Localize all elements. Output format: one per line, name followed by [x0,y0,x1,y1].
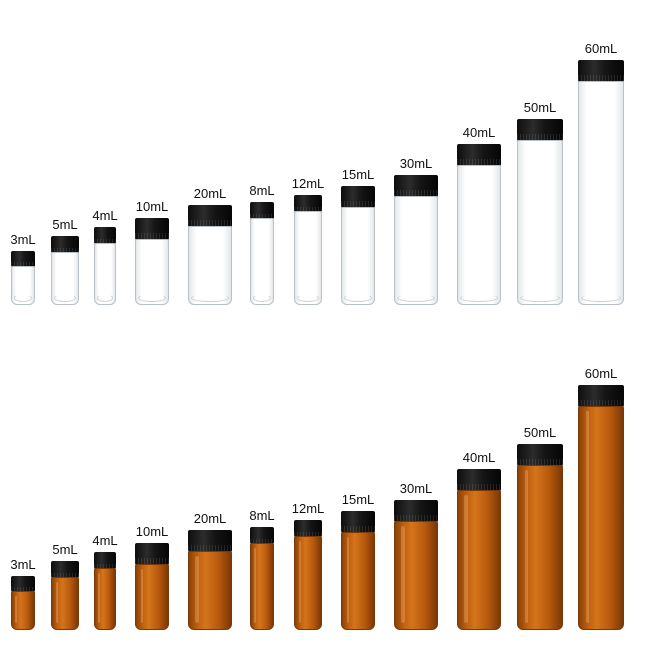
vial-amber: 12mL [292,502,324,630]
vial-amber: 15mL [341,493,375,630]
capacity-label: 15mL [341,492,375,507]
vial-cap [341,186,375,208]
vial-amber: 3mL [10,558,36,630]
capacity-label: 40mL [462,125,496,140]
vial-glass-body [394,521,438,630]
vial-clear: 60mL [578,42,624,305]
vial-glass-body [578,406,624,630]
vial-cap [341,511,375,533]
vial-clear: 8mL [249,184,275,305]
vial-amber: 60mL [578,367,624,630]
vial-cap [294,520,322,537]
vial-clear: 10mL [135,200,169,305]
vial-glass-body [94,243,116,305]
vial-glass-body [341,207,375,305]
vial-cap [517,444,563,466]
vial-glass-body [517,140,563,305]
capacity-label: 5mL [52,542,78,557]
vial-cap [457,144,501,166]
vial-glass-body [135,239,169,305]
capacity-label: 12mL [291,501,325,516]
vial-cap [578,60,624,82]
vial-glass-body [294,536,322,630]
vial-amber: 50mL [517,426,563,630]
vial-clear: 15mL [341,168,375,305]
capacity-label: 3mL [10,557,36,572]
vial-glass-body [188,551,232,630]
vial-cap [250,202,274,219]
vial-amber: 5mL [51,543,79,630]
vial-cap [517,119,563,141]
vial-glass-body [250,218,274,305]
vial-clear: 30mL [394,157,438,305]
capacity-label: 30mL [399,481,433,496]
vial-glass-body [11,266,35,305]
vial-glass-body [517,465,563,630]
vial-clear: 4mL [92,209,118,305]
capacity-label: 4mL [92,208,118,223]
vial-cap [51,561,79,578]
vial-glass-body [457,490,501,630]
vial-cap [394,175,438,197]
vial-glass-body [11,591,35,630]
vial-clear: 3mL [10,233,36,305]
vial-glass-body [341,532,375,630]
vial-glass-body [135,564,169,630]
vial-cap [11,576,35,592]
vial-cap [94,552,116,569]
vial-cap [457,469,501,491]
vial-cap [188,205,232,227]
capacity-label: 12mL [291,176,325,191]
vial-glass-body [294,211,322,305]
vial-glass-body [188,226,232,305]
capacity-label: 8mL [249,508,275,523]
vial-amber: 20mL [188,512,232,630]
vial-glass-body [250,543,274,630]
capacity-label: 15mL [341,167,375,182]
capacity-label: 4mL [92,533,118,548]
vial-cap [250,527,274,544]
capacity-label: 8mL [249,183,275,198]
capacity-label: 30mL [399,156,433,171]
capacity-label: 40mL [462,450,496,465]
vial-cap [578,385,624,407]
vial-clear: 50mL [517,101,563,305]
capacity-label: 10mL [135,524,169,539]
vial-glass-body [51,577,79,630]
vial-cap [188,530,232,552]
capacity-label: 20mL [193,511,227,526]
vial-amber: 10mL [135,525,169,630]
vial-glass-body [51,252,79,305]
vial-amber: 40mL [457,451,501,630]
capacity-label: 60mL [584,41,618,56]
vial-cap [51,236,79,253]
capacity-label: 50mL [523,100,557,115]
vial-glass-body [394,196,438,305]
vial-clear: 40mL [457,126,501,305]
vial-cap [11,251,35,267]
vial-amber: 30mL [394,482,438,630]
vial-cap [394,500,438,522]
capacity-label: 10mL [135,199,169,214]
vial-glass-body [94,568,116,630]
capacity-label: 50mL [523,425,557,440]
vial-glass-body [578,81,624,305]
vial-cap [94,227,116,244]
vial-cap [135,218,169,240]
capacity-label: 20mL [193,186,227,201]
capacity-label: 60mL [584,366,618,381]
vial-glass-body [457,165,501,305]
clear-vials-row: 3mL 5mL 4mL 10mL 20mL 8mL 12mL 15mL 30mL 40mL 50mL… [10,42,624,305]
vial-cap [294,195,322,212]
vial-clear: 12mL [292,177,324,305]
capacity-label: 3mL [10,232,36,247]
amber-vials-row: 3mL 5mL 4mL 10mL 20mL 8mL 12mL 15mL 30mL 40mL 50mL… [0,325,650,650]
vial-amber: 8mL [249,509,275,630]
vial-clear: 20mL [188,187,232,305]
vial-amber: 4mL [92,534,118,630]
vial-cap [135,543,169,565]
capacity-label: 5mL [52,217,78,232]
vial-clear: 5mL [51,218,79,305]
